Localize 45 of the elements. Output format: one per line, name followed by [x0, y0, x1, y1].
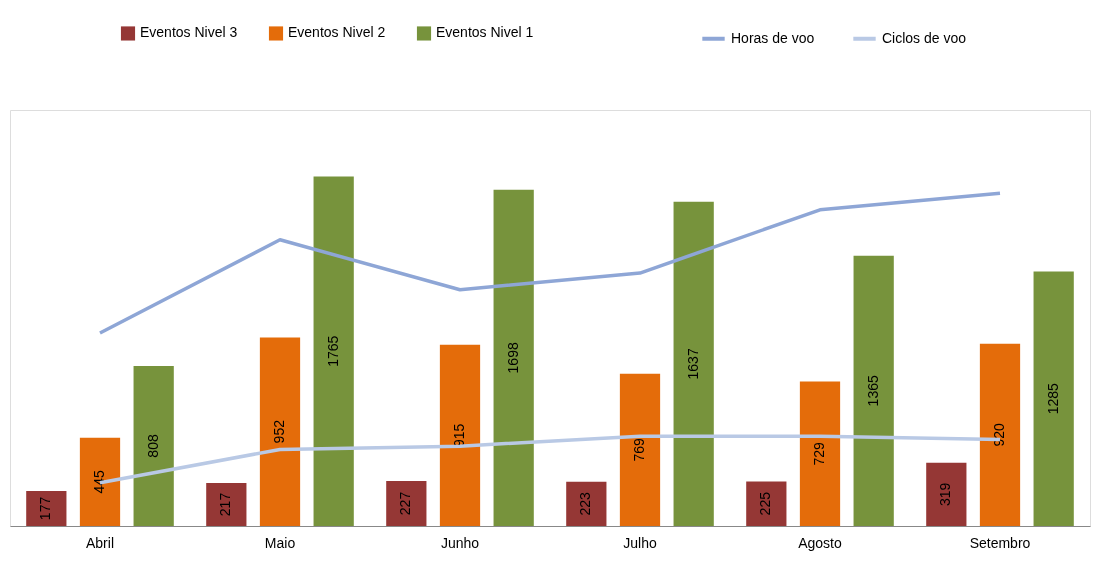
data-label: 1365 [864, 375, 881, 407]
bar [133, 365, 174, 526]
data-label: 445 [91, 470, 107, 494]
data-label: 808 [144, 434, 161, 458]
data-label: 217 [217, 492, 234, 517]
bar [979, 343, 1021, 526]
bar [439, 344, 481, 526]
bar [799, 381, 841, 526]
legend-label: Ciclos de voo [882, 29, 967, 46]
bar [79, 437, 121, 526]
bar [313, 176, 354, 526]
legend-label: Horas de voo [731, 29, 815, 46]
data-label: 769 [631, 437, 647, 462]
bar [26, 490, 67, 526]
bar [493, 189, 534, 526]
data-label: 225 [757, 491, 774, 516]
x-tick-label: Maio [264, 534, 296, 551]
x-tick-label: Setembro [969, 534, 1031, 551]
legend-label: Eventos Nivel 2 [288, 24, 386, 41]
x-tick-label: Abril [85, 534, 115, 551]
bar [1033, 271, 1074, 526]
x-tick-label: Julho [623, 534, 657, 551]
data-label: 1285 [1044, 382, 1061, 415]
bar [259, 337, 301, 526]
x-tick-label: Agosto [798, 534, 842, 551]
data-label: 1698 [504, 342, 521, 374]
bar [926, 462, 967, 526]
bar [566, 481, 607, 526]
bar [619, 373, 661, 526]
data-label: 319 [937, 482, 954, 507]
data-label: 1765 [324, 335, 341, 367]
data-label: 177 [37, 496, 54, 521]
data-label: 729 [811, 441, 827, 466]
data-label: 227 [397, 491, 414, 516]
bar [853, 255, 894, 526]
bar [206, 483, 247, 526]
bar [746, 481, 787, 526]
bar [673, 201, 714, 526]
legend-label: Eventos Nivel 3 [140, 24, 238, 41]
data-label: 223 [577, 492, 594, 516]
legend-label: Eventos Nivel 1 [436, 24, 534, 41]
data-label: 1637 [684, 348, 701, 380]
data-label: 952 [271, 419, 287, 444]
bar [386, 481, 427, 526]
x-tick-label: Junho [440, 534, 480, 551]
